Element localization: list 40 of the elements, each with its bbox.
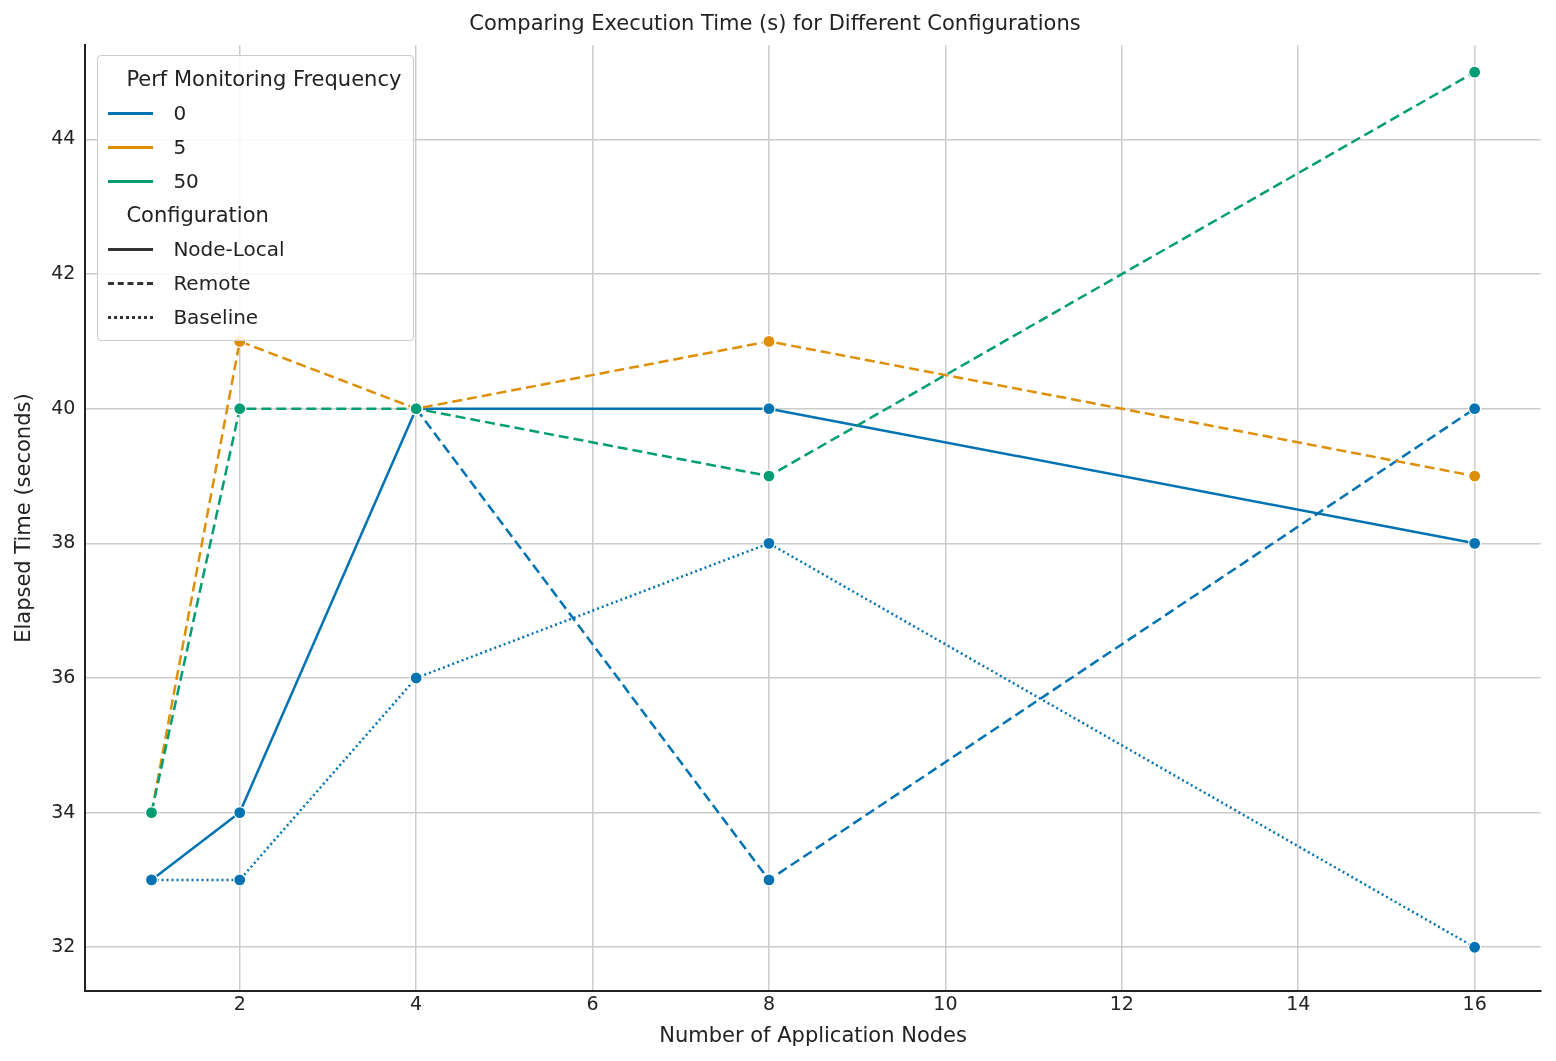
point <box>1468 65 1482 79</box>
point <box>409 671 423 685</box>
x-tick-label: 14 <box>1286 992 1311 1015</box>
x-tick-label: 4 <box>410 992 423 1015</box>
x-axis-title: Number of Application Nodes <box>659 1022 967 1047</box>
point <box>762 334 776 348</box>
y-tick-label: 38 <box>51 530 76 553</box>
x-tick-label: 12 <box>1109 992 1134 1015</box>
point <box>762 402 776 416</box>
point <box>233 873 247 887</box>
x-tick-label: 8 <box>762 992 776 1015</box>
legend-title: Perf Monitoring Frequency <box>125 66 402 94</box>
y-tick-label: 32 <box>51 934 76 957</box>
annotation: Node-Local <box>173 237 285 262</box>
y-axis-title: Elapsed Time (seconds) <box>11 393 36 643</box>
legend-label: 50 <box>173 169 199 194</box>
x-tick-label: 2 <box>233 992 246 1015</box>
y-tick-label: 42 <box>51 261 76 284</box>
point <box>762 536 776 550</box>
y-tick-label: 40 <box>51 395 76 418</box>
legend-label: 5 <box>173 135 187 160</box>
y-tick-label: 34 <box>51 799 76 822</box>
point <box>762 873 776 887</box>
point <box>1468 536 1482 550</box>
point <box>233 806 247 820</box>
y-tick-label: 36 <box>51 664 76 687</box>
point <box>233 402 247 416</box>
point <box>1468 940 1482 954</box>
point <box>1468 469 1482 483</box>
annotation: Configuration <box>125 202 270 230</box>
point <box>1468 402 1482 416</box>
x-tick-label: 16 <box>1462 992 1487 1015</box>
point <box>762 469 776 483</box>
annotation: Remote <box>173 271 251 296</box>
annotation: Baseline <box>173 305 259 330</box>
y-tick-label: 44 <box>51 126 76 149</box>
x-tick-label: 10 <box>933 992 958 1015</box>
x-tick-label: 6 <box>586 992 599 1015</box>
chart-title: Comparing Execution Time (s) for Different Configurations <box>469 11 1081 36</box>
legend-label: 0 <box>173 101 187 126</box>
